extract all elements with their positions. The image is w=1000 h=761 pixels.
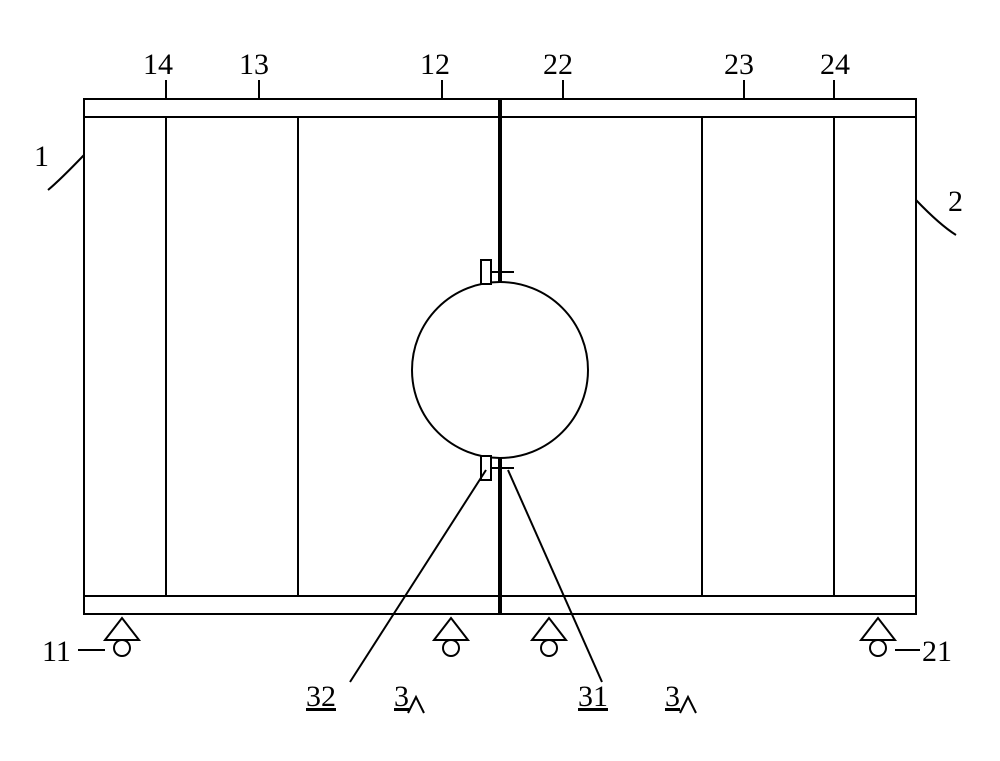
- label-14: 14: [143, 48, 173, 82]
- label-23: 23: [724, 48, 754, 82]
- bolt-bottom: [481, 456, 514, 480]
- label-3a: 3: [394, 680, 409, 714]
- caster-right-mid: [532, 618, 566, 656]
- label-32: 32: [306, 680, 336, 714]
- caster-left-mid: [434, 618, 468, 656]
- caster-11: [105, 618, 139, 656]
- label-31: 31: [578, 680, 608, 714]
- lead-1: [48, 155, 84, 190]
- label-3b: 3: [665, 680, 680, 714]
- label-22: 22: [543, 48, 573, 82]
- label-21: 21: [922, 635, 952, 669]
- bolt-top: [481, 260, 514, 284]
- small-triangle-left: [408, 697, 424, 713]
- small-triangle-right: [680, 697, 696, 713]
- engineering-diagram: [0, 0, 1000, 761]
- label-24: 24: [820, 48, 850, 82]
- label-1: 1: [34, 140, 49, 174]
- center-circle: [412, 282, 588, 458]
- label-11: 11: [42, 635, 71, 669]
- caster-21: [861, 618, 895, 656]
- lead-32: [350, 470, 486, 682]
- label-2: 2: [948, 185, 963, 219]
- label-13: 13: [239, 48, 269, 82]
- label-12: 12: [420, 48, 450, 82]
